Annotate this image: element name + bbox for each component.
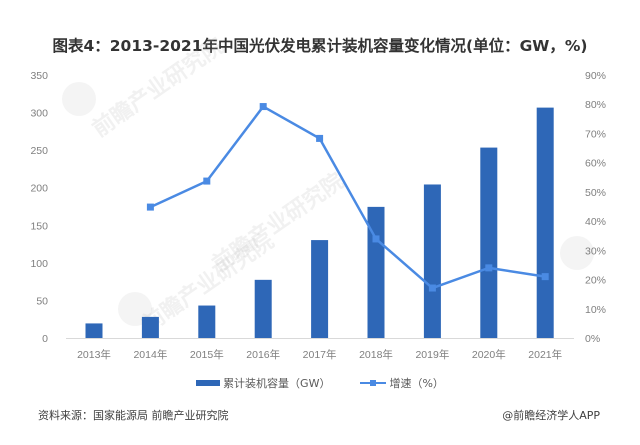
bar[interactable] bbox=[198, 305, 216, 338]
left-tick-label: 0 bbox=[42, 333, 48, 345]
right-tick-label: 70% bbox=[585, 128, 606, 140]
line-marker[interactable] bbox=[316, 134, 324, 142]
legend-label-capacity: 累计装机容量（GW） bbox=[223, 377, 331, 390]
growth-line bbox=[149, 105, 546, 290]
bar[interactable] bbox=[536, 107, 554, 338]
x-tick-label: 2013年 bbox=[77, 348, 111, 361]
bar[interactable] bbox=[423, 184, 441, 338]
x-tick-label: 2020年 bbox=[472, 348, 506, 361]
left-tick-label: 250 bbox=[30, 145, 48, 157]
credit-note: @前瞻经济学人APP bbox=[502, 409, 600, 422]
right-tick-label: 90% bbox=[585, 70, 606, 82]
bar[interactable] bbox=[141, 316, 159, 338]
chart-title: 图表4：2013-2021年中国光伏发电累计装机容量变化情况(单位：GW，%) bbox=[52, 37, 588, 55]
x-tick-label: 2017年 bbox=[303, 348, 337, 361]
x-tick-label: 2021年 bbox=[528, 348, 562, 361]
right-tick-label: 30% bbox=[585, 245, 606, 257]
line-marker[interactable] bbox=[259, 103, 267, 111]
line-marker[interactable] bbox=[146, 203, 154, 211]
legend: 累计装机容量（GW） 增速（%） bbox=[0, 375, 640, 391]
right-tick-label: 60% bbox=[585, 158, 606, 170]
combo-chart: 0 50 100 150 200 250 300 350 0% 10% 20% 30% 40% 50% 6… bbox=[30, 70, 606, 361]
legend-item-capacity[interactable]: 累计装机容量（GW） bbox=[196, 375, 330, 391]
left-tick-label: 50 bbox=[36, 295, 48, 307]
left-axis: 0 50 100 150 200 250 300 350 bbox=[30, 70, 48, 345]
bar[interactable] bbox=[311, 240, 329, 338]
bar[interactable] bbox=[480, 147, 498, 338]
legend-label-growth: 增速（%） bbox=[389, 377, 444, 390]
right-tick-label: 10% bbox=[585, 304, 606, 316]
bar[interactable] bbox=[254, 279, 272, 338]
left-tick-label: 150 bbox=[30, 220, 48, 232]
right-axis: 0% 10% 20% 30% 40% 50% 60% 70% 80% 90% bbox=[585, 70, 606, 345]
x-tick-label: 2014年 bbox=[133, 348, 167, 361]
bar[interactable] bbox=[367, 206, 385, 338]
right-tick-label: 80% bbox=[585, 99, 606, 111]
left-tick-label: 200 bbox=[30, 183, 48, 195]
bar[interactable] bbox=[85, 323, 103, 338]
line-marker[interactable] bbox=[541, 273, 549, 281]
line-marker[interactable] bbox=[485, 264, 493, 272]
left-tick-label: 100 bbox=[30, 258, 48, 270]
left-tick-label: 300 bbox=[30, 108, 48, 120]
right-tick-label: 40% bbox=[585, 216, 606, 228]
right-tick-label: 50% bbox=[585, 187, 606, 199]
line-marker[interactable] bbox=[203, 177, 211, 185]
x-tick-label: 2015年 bbox=[190, 348, 224, 361]
bar-swatch-icon bbox=[196, 380, 221, 386]
right-tick-label: 20% bbox=[585, 275, 606, 287]
source-note: 资料来源：国家能源局 前瞻产业研究院 bbox=[38, 409, 229, 422]
line-marker-swatch-icon bbox=[360, 378, 387, 388]
legend-item-growth[interactable]: 增速（%） bbox=[360, 375, 444, 391]
left-tick-label: 350 bbox=[30, 70, 48, 82]
x-tick-label: 2016年 bbox=[246, 348, 280, 361]
bar-series bbox=[85, 107, 554, 338]
x-axis-labels: 2013年 2014年 2015年 2016年 2017年 2018年 2019年 2020年… bbox=[77, 348, 562, 361]
x-tick-label: 2019年 bbox=[415, 348, 449, 361]
line-marker[interactable] bbox=[428, 284, 436, 292]
x-tick-label: 2018年 bbox=[359, 348, 393, 361]
right-tick-label: 0% bbox=[585, 333, 600, 345]
line-series bbox=[146, 103, 549, 292]
line-marker[interactable] bbox=[372, 235, 380, 243]
